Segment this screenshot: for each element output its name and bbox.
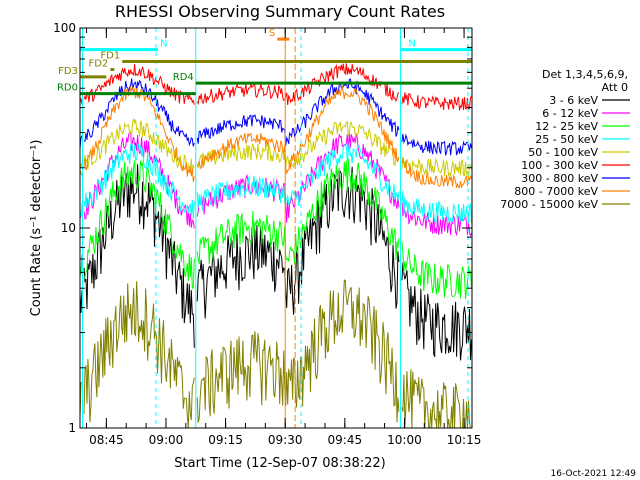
flag-label-2: S [269,28,275,39]
x-axis-label: Start Time (12-Sep-07 08:38:22) [174,456,385,471]
series-line-0 [80,164,472,361]
series-layer [80,63,472,428]
series-line-3 [80,141,472,225]
x-tick-label-1: 09:00 [149,433,184,447]
legend-item-label-0: 3 - 6 keV [549,94,598,107]
legend-item-label-4: 50 - 100 keV [528,146,598,159]
y-tick-label-0: 1 [68,421,76,435]
tick-marks [80,27,472,429]
flag-label-4: FD2 [89,59,109,70]
legend-item-label-2: 12 - 25 keV [535,120,598,133]
series-line-2 [80,158,472,299]
x-tick-label-5: 10:00 [387,433,422,447]
legend-header-line-2: Att 0 [602,81,628,94]
legend-item-label-1: 6 - 12 keV [542,107,598,120]
series-line-6 [80,78,472,156]
x-tick-label-2: 09:15 [208,433,243,447]
x-tick-label-4: 09:45 [328,433,363,447]
legend-item-label-5: 100 - 300 keV [521,159,598,172]
y-tick-label-2: 100 [53,21,76,35]
flag-label-1: N [408,39,415,50]
legend-header-line-1: Det 1,3,4,5,6,9, [542,68,628,81]
legend-item-label-3: 25 - 50 keV [535,133,598,146]
flag-label-7: RD4 [173,72,194,83]
y-axis-tick-labels: 1 10 100 [53,21,76,435]
flag-label-3: FD1 [100,50,120,61]
series-line-7 [80,84,472,190]
generation-timestamp: 16-Oct-2021 12:49 [551,469,637,479]
legend-item-label-6: 300 - 800 keV [521,172,598,185]
flag-label-0: N [160,39,167,50]
x-tick-label-3: 09:30 [268,433,303,447]
chart-title: RHESSI Observing Summary Count Rates [115,2,445,21]
x-tick-label-6: 10:15 [447,433,482,447]
legend-item-label-7: 800 - 7000 keV [514,185,598,198]
flag-label-5: FD3 [58,66,78,77]
series-line-8 [80,279,472,428]
x-axis-tick-labels: 08:45 09:00 09:15 09:30 09:45 10:00 10:15 [89,433,481,447]
legend-item-label-8: 7000 - 15000 keV [500,198,598,211]
y-axis-label: Count Rate (s⁻¹ detector⁻¹) [29,140,44,317]
x-tick-label-0: 08:45 [89,433,124,447]
series-line-5 [80,63,472,111]
y-tick-label-1: 10 [61,221,76,235]
flag-label-6: RD0 [57,83,78,94]
